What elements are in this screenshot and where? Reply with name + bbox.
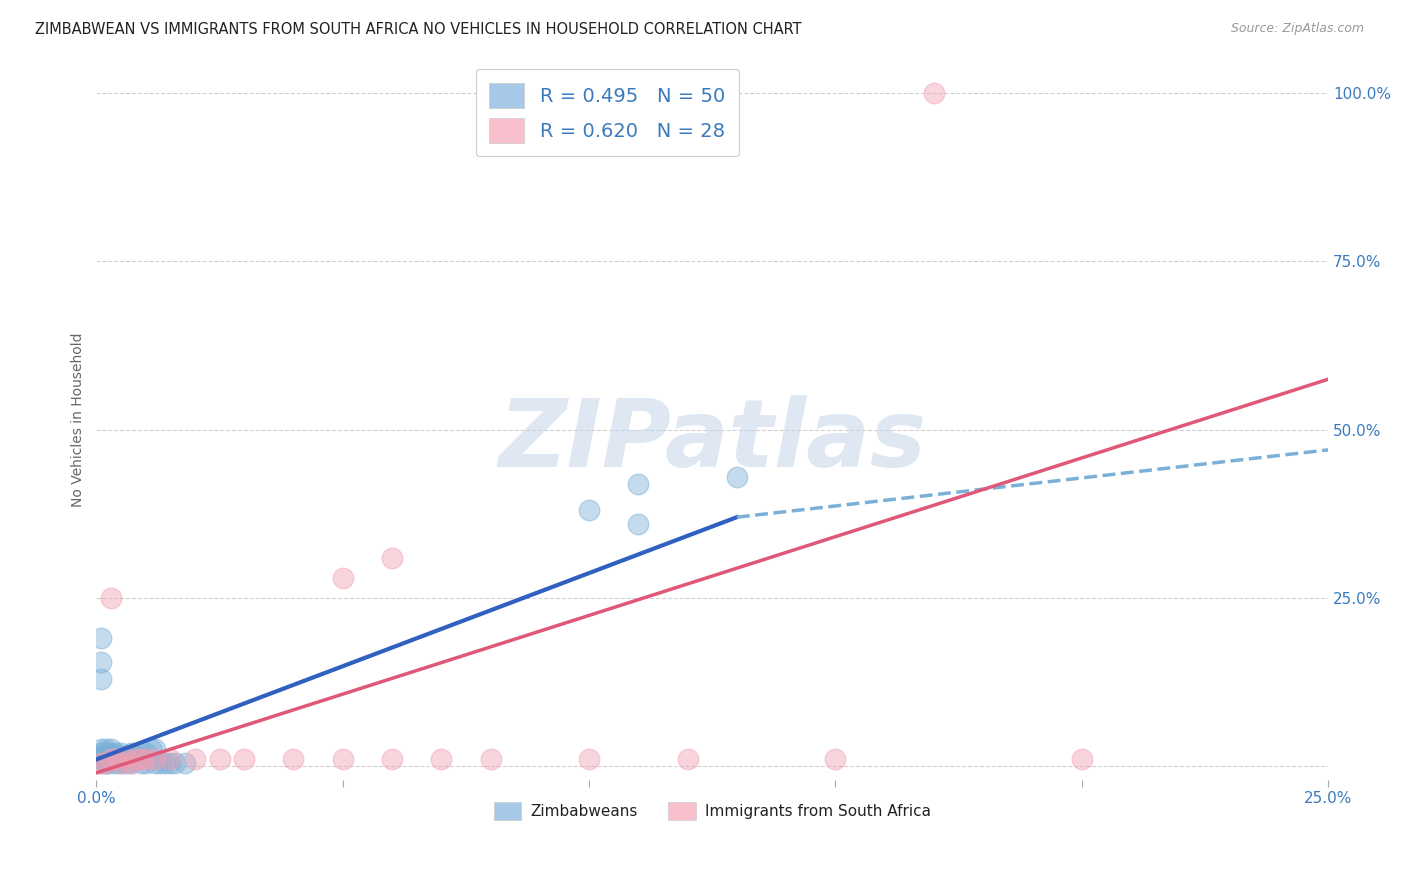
Point — [105, 746, 128, 760]
Point — [90, 632, 112, 646]
Point — [627, 476, 650, 491]
Point — [96, 756, 118, 770]
Point — [90, 756, 112, 770]
Point — [135, 746, 157, 760]
Point — [283, 752, 305, 766]
Point — [120, 756, 142, 770]
Point — [381, 752, 404, 766]
Point — [165, 756, 187, 770]
Point — [233, 752, 256, 766]
Point — [115, 749, 138, 764]
Point — [139, 742, 162, 756]
Point — [184, 752, 207, 766]
Text: Source: ZipAtlas.com: Source: ZipAtlas.com — [1230, 22, 1364, 36]
Point — [120, 756, 142, 770]
Point — [105, 752, 128, 766]
Point — [159, 752, 181, 766]
Point — [100, 591, 122, 605]
Point — [115, 752, 138, 766]
Point — [922, 87, 945, 101]
Point — [110, 746, 132, 760]
Point — [627, 516, 650, 531]
Point — [96, 749, 118, 764]
Point — [208, 752, 231, 766]
Point — [100, 749, 122, 764]
Point — [100, 746, 122, 760]
Point — [332, 752, 354, 766]
Point — [125, 749, 148, 764]
Point — [120, 749, 142, 764]
Point — [479, 752, 502, 766]
Point — [105, 756, 128, 770]
Point — [96, 752, 118, 766]
Point — [100, 742, 122, 756]
Point — [105, 749, 128, 764]
Legend: Zimbabweans, Immigrants from South Africa: Zimbabweans, Immigrants from South Afric… — [488, 796, 936, 826]
Point — [110, 756, 132, 770]
Point — [824, 752, 846, 766]
Point — [120, 746, 142, 760]
Point — [110, 756, 132, 770]
Point — [96, 742, 118, 756]
Point — [129, 746, 152, 760]
Point — [1070, 752, 1092, 766]
Text: ZIMBABWEAN VS IMMIGRANTS FROM SOUTH AFRICA NO VEHICLES IN HOUSEHOLD CORRELATION : ZIMBABWEAN VS IMMIGRANTS FROM SOUTH AFRI… — [35, 22, 801, 37]
Point — [110, 752, 132, 766]
Point — [110, 749, 132, 764]
Point — [90, 742, 112, 756]
Text: ZIPatlas: ZIPatlas — [498, 395, 927, 487]
Point — [105, 752, 128, 766]
Point — [145, 742, 167, 756]
Point — [100, 752, 122, 766]
Point — [100, 752, 122, 766]
Point — [90, 672, 112, 686]
Point — [578, 752, 600, 766]
Point — [135, 756, 157, 770]
Point — [381, 550, 404, 565]
Point — [332, 571, 354, 585]
Point — [578, 503, 600, 517]
Point — [96, 756, 118, 770]
Point — [96, 746, 118, 760]
Point — [115, 756, 138, 770]
Point — [90, 746, 112, 760]
Point — [145, 756, 167, 770]
Point — [155, 756, 177, 770]
Point — [135, 752, 157, 766]
Point — [430, 752, 453, 766]
Point — [145, 752, 167, 766]
Point — [90, 655, 112, 669]
Point — [125, 752, 148, 766]
Point — [159, 756, 181, 770]
Point — [129, 756, 152, 770]
Point — [115, 752, 138, 766]
Point — [129, 752, 152, 766]
Point — [174, 756, 197, 770]
Point — [676, 752, 699, 766]
Point — [96, 756, 118, 770]
Y-axis label: No Vehicles in Household: No Vehicles in Household — [72, 333, 86, 507]
Point — [90, 752, 112, 766]
Point — [149, 756, 172, 770]
Point — [725, 470, 748, 484]
Point — [90, 749, 112, 764]
Point — [90, 756, 112, 770]
Point — [100, 756, 122, 770]
